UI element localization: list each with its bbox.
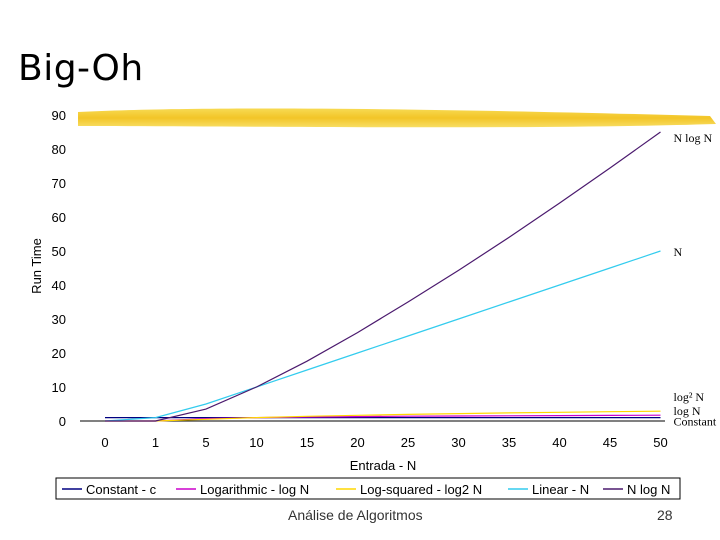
x-axis-label: Entrada - N <box>350 458 416 473</box>
y-tick-label: 80 <box>52 142 66 157</box>
y-tick-label: 60 <box>52 210 66 225</box>
legend: Constant - c Logarithmic - log N Log-squar… <box>55 477 681 500</box>
x-tick-label: 25 <box>401 435 415 450</box>
y-tick-label: 50 <box>52 244 66 259</box>
annotation-nlogn: N log N <box>674 131 713 145</box>
y-tick-label: 30 <box>52 312 66 327</box>
series-lines <box>104 131 661 422</box>
x-tick-label: 40 <box>552 435 566 450</box>
x-tick-label: 10 <box>249 435 263 450</box>
y-tick-label: 10 <box>52 380 66 395</box>
annotation-linear: N <box>674 245 683 259</box>
series-line-nlogn <box>105 131 661 422</box>
series-line-log_squared <box>105 410 661 422</box>
x-tick-label: 20 <box>350 435 364 450</box>
x-axis-ticks: 0 1 5 10 15 20 25 30 35 40 45 50 <box>101 435 667 450</box>
x-tick-label: 1 <box>152 435 159 450</box>
x-tick-label: 45 <box>603 435 617 450</box>
title-underline-bar <box>78 108 716 128</box>
x-tick-label: 0 <box>101 435 108 450</box>
y-axis-label: Run Time <box>29 238 44 294</box>
legend-label-nlogn: N log N <box>627 482 670 497</box>
x-tick-label: 50 <box>653 435 667 450</box>
x-tick-label: 30 <box>451 435 465 450</box>
annotation-log_squared: log² N <box>674 390 705 404</box>
legend-label-linear: Linear - N <box>532 482 589 497</box>
legend-label-log_squared: Log-squared - log2 N <box>360 482 482 497</box>
series-line-linear <box>104 250 661 422</box>
legend-label-logarithmic: Logarithmic - log N <box>200 482 309 497</box>
y-tick-label: 70 <box>52 176 66 191</box>
legend-box <box>55 477 681 500</box>
page-number: 28 <box>657 507 673 523</box>
legend-label-constant: Constant - c <box>86 482 157 497</box>
slide-title: Big-Oh <box>18 48 144 89</box>
annotation-logarithmic: log N <box>674 404 701 418</box>
y-tick-label: 90 <box>52 108 66 123</box>
footer-course-name: Análise de Algoritmos <box>288 507 423 523</box>
y-tick-label: 0 <box>59 414 66 429</box>
y-axis-ticks: 0 10 20 30 40 50 60 70 80 90 <box>52 108 66 429</box>
x-tick-label: 35 <box>502 435 516 450</box>
x-tick-label: 15 <box>300 435 314 450</box>
annotation-constant: Constant <box>674 415 717 429</box>
x-tick-label: 5 <box>202 435 209 450</box>
y-tick-label: 20 <box>52 346 66 361</box>
y-tick-label: 40 <box>52 278 66 293</box>
